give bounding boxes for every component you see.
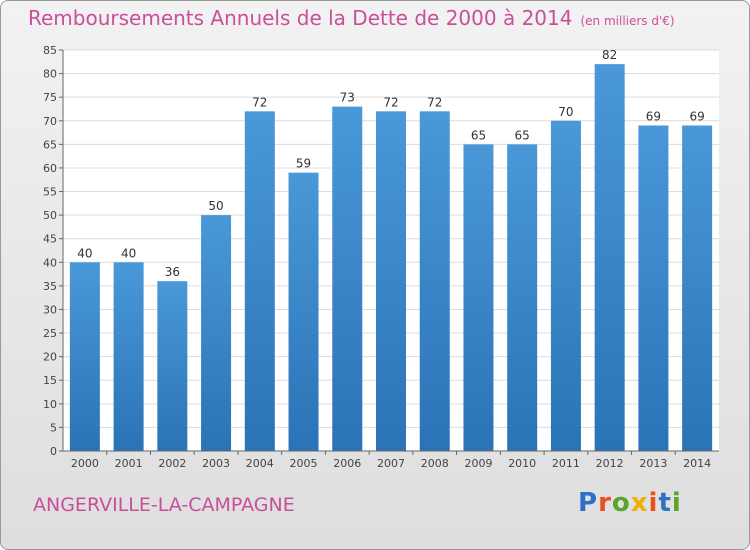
y-tick-label: 45 [43,233,57,246]
bar [69,262,100,451]
bar [463,144,494,451]
y-tick-label: 10 [43,398,57,411]
data-label: 72 [427,95,442,109]
x-tick-label: 2005 [290,457,318,470]
city-name: ANGERVILLE-LA-CAMPAGNE [33,494,295,516]
y-tick-label: 60 [43,162,57,175]
x-tick-label: 2009 [464,457,492,470]
y-tick-label: 5 [50,421,57,434]
y-tick-label: 65 [43,138,57,151]
bar [157,281,188,451]
y-tick-label: 50 [43,209,57,222]
x-tick-label: 2004 [246,457,274,470]
y-tick-label: 80 [43,68,57,81]
x-tick-label: 2001 [115,457,143,470]
data-label: 73 [340,91,355,105]
y-tick-label: 55 [43,186,57,199]
y-tick-label: 70 [43,115,57,128]
x-tick-label: 2014 [683,457,711,470]
x-tick-label: 2006 [333,457,361,470]
x-tick-label: 2002 [158,457,186,470]
data-label: 40 [121,246,136,260]
bar [507,144,538,451]
y-tick-label: 20 [43,351,57,364]
data-label: 69 [689,109,704,123]
data-label: 72 [383,95,398,109]
bar [638,125,669,451]
y-tick-label: 75 [43,91,57,104]
data-label: 65 [471,128,486,142]
bar [376,111,406,452]
data-label: 59 [296,157,311,171]
y-tick-label: 30 [43,303,57,316]
bar [550,120,581,451]
title-text: Remboursements Annuels de la Dette de 20… [28,6,573,30]
data-label: 65 [515,128,530,142]
x-tick-label: 2011 [552,457,580,470]
data-label: 72 [252,95,267,109]
y-tick-label: 40 [43,256,57,269]
x-tick-label: 2010 [508,457,536,470]
unit-note: (en milliers d'€) [580,14,675,28]
bar [244,111,275,452]
proxiti-logo: Proxiti [578,488,682,518]
x-tick-label: 2003 [202,457,230,470]
bar [419,111,450,452]
data-label: 36 [165,265,180,279]
x-tick-label: 2000 [71,457,99,470]
y-tick-label: 25 [43,327,57,340]
y-tick-label: 0 [50,445,57,458]
chart-title: Remboursements Annuels de la Dette de 20… [28,6,675,30]
x-tick-label: 2008 [421,457,449,470]
data-label: 70 [558,105,573,119]
x-tick-label: 2013 [639,457,667,470]
bar [201,215,232,451]
y-tick-label: 35 [43,280,57,293]
x-tick-label: 2012 [596,457,624,470]
x-tick-label: 2007 [377,457,405,470]
y-tick-label: 85 [43,44,57,57]
bar [113,262,144,451]
bar [594,64,625,451]
data-label: 50 [208,199,223,213]
data-label: 82 [602,48,617,62]
bar [332,106,363,452]
data-label: 40 [77,246,92,260]
y-tick-label: 15 [43,374,57,387]
data-label: 69 [646,109,661,123]
bar [682,125,713,451]
bar [288,172,319,452]
